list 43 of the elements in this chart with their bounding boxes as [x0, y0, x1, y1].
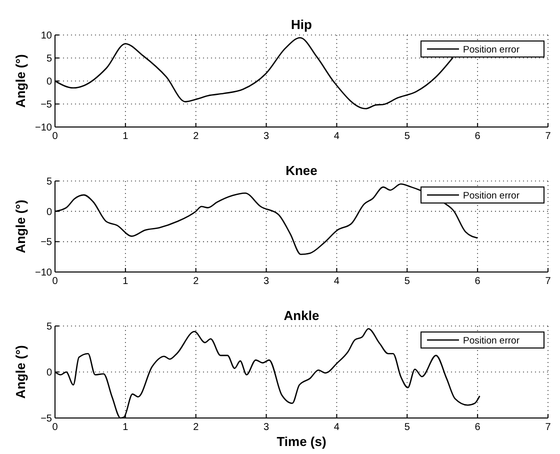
chart-title: Hip: [291, 17, 312, 32]
x-tick-label: 4: [334, 276, 340, 287]
x-tick-label: 2: [193, 131, 200, 142]
y-tick-label: −5: [40, 414, 52, 424]
y-axis-title: Angle (°): [13, 54, 28, 108]
x-tick-label: 1: [122, 276, 129, 287]
y-tick-label: 0: [46, 76, 52, 88]
y-tick-label: 10: [40, 30, 52, 42]
y-tick-label: −10: [35, 268, 52, 278]
y-tick-label: 5: [46, 176, 52, 188]
legend-label: Position error: [463, 190, 520, 202]
y-tick-label: 5: [46, 54, 52, 64]
x-tick-label: 6: [474, 422, 481, 433]
x-tick-label: 5: [404, 422, 410, 433]
y-tick-label: 5: [46, 322, 52, 332]
y-axis-title: Angle (°): [13, 345, 28, 399]
x-tick-label: 4: [334, 422, 340, 433]
x-tick-label: 1: [122, 422, 129, 433]
x-tick-label: 2: [193, 422, 200, 433]
x-tick-label: 6: [474, 131, 481, 142]
x-tick-label: 3: [264, 131, 270, 142]
x-tick-label: 3: [264, 422, 270, 433]
chart-title: Knee: [286, 163, 318, 178]
x-tick-label: 5: [404, 131, 410, 142]
x-tick-label: 6: [474, 276, 481, 287]
x-tick-label: 4: [334, 131, 340, 142]
legend-label: Position error: [463, 336, 520, 346]
legend-label: Position error: [463, 44, 520, 56]
x-tick-label: 5: [404, 276, 410, 287]
x-tick-label: 3: [264, 276, 270, 287]
y-tick-label: 0: [46, 368, 52, 378]
x-tick-label: 2: [193, 276, 200, 287]
x-tick-label: 7: [545, 131, 552, 142]
y-tick-label: −5: [40, 100, 52, 110]
y-tick-label: −5: [40, 237, 52, 248]
x-tick-label: 7: [545, 276, 552, 287]
y-axis-title: Angle (°): [13, 200, 28, 254]
chart-title: Ankle: [284, 308, 320, 323]
x-tick-label: 1: [122, 131, 129, 142]
x-tick-label: 7: [545, 422, 552, 433]
x-axis-title: Time (s): [276, 434, 326, 449]
y-tick-label: −10: [35, 122, 52, 134]
y-tick-label: 0: [46, 206, 52, 218]
